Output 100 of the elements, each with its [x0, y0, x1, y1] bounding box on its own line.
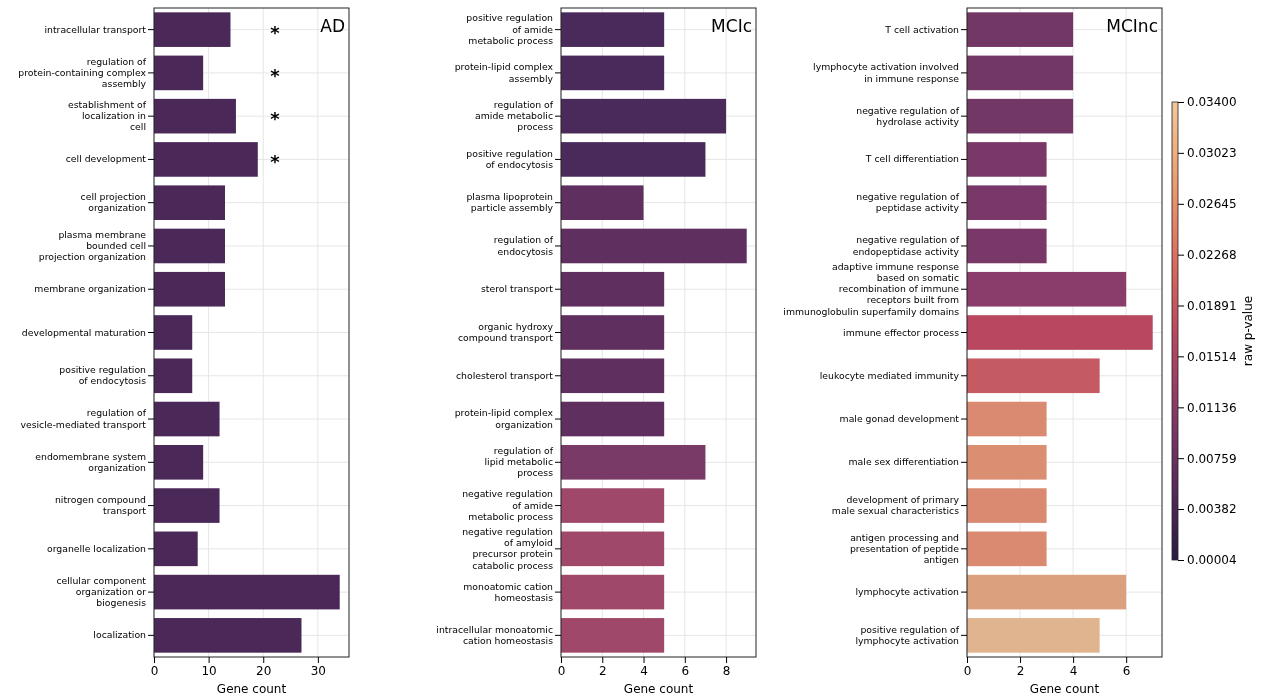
y-tick-label: intracellular transport — [44, 23, 147, 35]
y-tick-label: establishment of localization in cell — [68, 98, 147, 132]
bar — [561, 12, 665, 47]
x-tick-label: 6 — [681, 663, 690, 678]
y-tick-label: nitrogen compound transport — [54, 493, 147, 516]
color-bar-label: 0.02268 — [1187, 248, 1237, 263]
y-tick-label: protein-lipid complex organization — [454, 406, 554, 430]
y-tick-label: T cell differentiation — [864, 152, 960, 164]
bar — [967, 401, 1047, 437]
y-tick-label: developmental maturation — [21, 326, 147, 337]
bar — [154, 574, 340, 610]
x-axis-title: Gene count — [623, 682, 694, 696]
x-tick-label: 0 — [963, 663, 972, 678]
bar — [154, 12, 231, 47]
bar — [154, 358, 193, 394]
x-tick-label: 0 — [557, 663, 566, 678]
bar — [154, 228, 226, 264]
color-bar-label: 0.00759 — [1187, 451, 1237, 466]
annotation: * — [270, 21, 281, 43]
bar — [561, 315, 665, 350]
bar — [967, 185, 1047, 221]
y-tick-label: endomembrane system organization — [35, 450, 147, 473]
y-tick-label: localization — [93, 628, 147, 640]
y-tick-label: lymphocyte activation — [855, 585, 960, 597]
bar — [154, 142, 258, 177]
bar — [561, 618, 665, 653]
text: MCInc — [1106, 16, 1158, 36]
y-tick-label: negative regulation of amide metabolic process — [462, 487, 554, 522]
y-tick-label: protein-lipid complex assembly — [454, 60, 554, 83]
y-tick-label: plasma membrane bounded cell projection organization — [38, 228, 147, 262]
y-tick-label: T cell activation — [884, 23, 960, 35]
text: AD — [320, 16, 345, 36]
bar — [967, 142, 1047, 177]
x-tick-label: 6 — [1122, 663, 1131, 678]
x-tick-label: 2 — [1016, 663, 1025, 678]
bar — [967, 98, 1074, 134]
bar — [967, 12, 1074, 47]
y-tick-label: cholesterol transport — [455, 369, 554, 381]
bar — [154, 444, 204, 480]
y-tick-label: negative regulation of endopeptidase activity — [852, 233, 960, 257]
bar — [154, 271, 226, 307]
bar — [561, 142, 706, 177]
bar — [561, 488, 665, 523]
bar — [561, 228, 747, 264]
bar — [967, 315, 1153, 350]
bar — [967, 358, 1100, 394]
bar — [154, 531, 198, 567]
bar — [154, 185, 226, 221]
bar — [154, 618, 302, 653]
color-bar-label: 0.03023 — [1187, 146, 1237, 161]
color-bar-title: raw p-value — [1241, 295, 1255, 367]
y-tick-label: cell projection organization — [80, 190, 147, 213]
bar — [561, 444, 706, 480]
x-tick-label: 2 — [598, 663, 607, 678]
x-axis-title: Gene count — [1029, 682, 1100, 696]
annotation: * — [270, 64, 281, 86]
x-tick-label: 8 — [722, 663, 731, 678]
bar — [154, 98, 236, 134]
x-tick-label: 4 — [640, 663, 648, 678]
y-tick-label: lymphocyte activation involved in immune response — [813, 60, 960, 83]
annotation: * — [270, 108, 281, 130]
y-tick-label: monoatomic cation homeostasis — [463, 580, 554, 603]
y-tick-label: regulation of amide metabolic process — [475, 98, 554, 132]
y-tick-label: cellular component organization or biogenesis — [56, 574, 147, 608]
y-tick-label: intracellular monoatomic cation homeostasis — [436, 623, 554, 646]
y-tick-label: organic hydroxy compound transport — [457, 320, 554, 343]
bar — [967, 574, 1127, 610]
bar — [154, 55, 204, 91]
y-tick-label: cell development — [65, 152, 147, 164]
y-tick-label: regulation of endocytosis — [493, 233, 554, 257]
bar — [561, 401, 665, 437]
bar — [154, 401, 220, 437]
text: MCIc — [711, 16, 752, 36]
annotation: * — [270, 151, 281, 173]
bar — [967, 228, 1047, 264]
color-bar-label: 0.00004 — [1187, 553, 1237, 568]
bar — [561, 271, 665, 307]
color-bar-label: 0.01136 — [1187, 400, 1237, 415]
y-tick-label: regulation of lipid metabolic process — [484, 444, 554, 478]
y-tick-label: antigen processing and presentation of peptide antigen — [849, 531, 960, 565]
color-bar-label: 0.01514 — [1187, 349, 1237, 364]
y-tick-label: negative regulation of hydrolase activity — [856, 104, 960, 127]
bar — [561, 531, 665, 567]
y-tick-label: negative regulation of peptidase activity — [856, 190, 960, 213]
x-axis-title: Gene count — [216, 682, 287, 696]
y-tick-label: membrane organization — [34, 282, 147, 294]
x-tick-label: 10 — [201, 663, 217, 678]
color-bar-label: 0.00382 — [1187, 502, 1237, 517]
y-tick-label: negative regulation of amyloid precursor protein catabolic process — [462, 525, 554, 571]
color-bar-label: 0.03400 — [1187, 95, 1237, 110]
y-tick-label: leukocyte mediated immunity — [819, 369, 960, 381]
y-tick-label: male gonad development — [839, 412, 960, 424]
bar — [561, 574, 665, 610]
y-tick-label: sterol transport — [480, 282, 554, 294]
color-bar-label: 0.01891 — [1187, 298, 1237, 313]
y-tick-label: regulation of vesicle-mediated transport — [20, 406, 147, 430]
bar — [561, 358, 665, 394]
bar — [967, 488, 1047, 523]
color-bar-label: 0.02645 — [1187, 197, 1237, 212]
y-tick-label: positive regulation of amide metabolic process — [466, 11, 554, 46]
